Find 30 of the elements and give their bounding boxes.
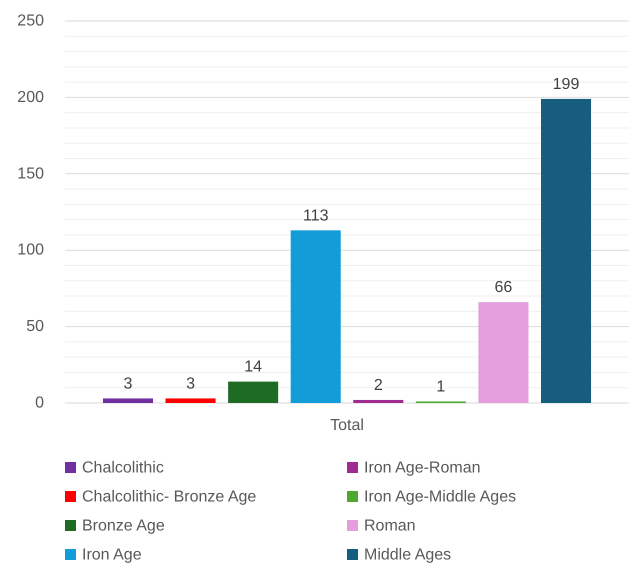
- y-tick-label: 250: [17, 12, 44, 30]
- y-tick-label: 50: [26, 318, 44, 336]
- legend-label: Middle Ages: [364, 546, 452, 564]
- legend-label: Chalcolithic- Bronze Age: [82, 488, 256, 506]
- data-label: 113: [302, 207, 329, 224]
- legend-label: Iron Age-Roman: [364, 460, 481, 476]
- bar: [540, 98, 592, 403]
- bar: [228, 382, 278, 403]
- data-label: 3: [124, 375, 133, 392]
- data-label: 66: [494, 279, 512, 296]
- y-tick-label: 150: [17, 165, 44, 182]
- x-tick-label: Total: [330, 417, 364, 434]
- y-tick-label: 200: [17, 88, 44, 106]
- legend-label: Chalcolithic: [82, 460, 164, 476]
- bar: [290, 230, 341, 403]
- bar: [166, 398, 216, 403]
- data-label: 1: [436, 378, 446, 396]
- bar: [102, 398, 154, 403]
- data-label: 3: [186, 375, 196, 392]
- data-label: 14: [244, 358, 262, 376]
- legend-label: Iron Age-Middle Ages: [364, 488, 516, 506]
- bar: [353, 400, 404, 403]
- y-tick-label: 0: [35, 394, 44, 412]
- legend-label: Roman: [364, 518, 416, 534]
- legend-label: Iron Age: [82, 546, 142, 564]
- legend-label: Bronze Age: [82, 518, 165, 534]
- data-label: 2: [374, 376, 383, 394]
- bar: [478, 302, 528, 403]
- data-label: 199: [552, 76, 580, 93]
- y-tick-label: 100: [17, 242, 44, 259]
